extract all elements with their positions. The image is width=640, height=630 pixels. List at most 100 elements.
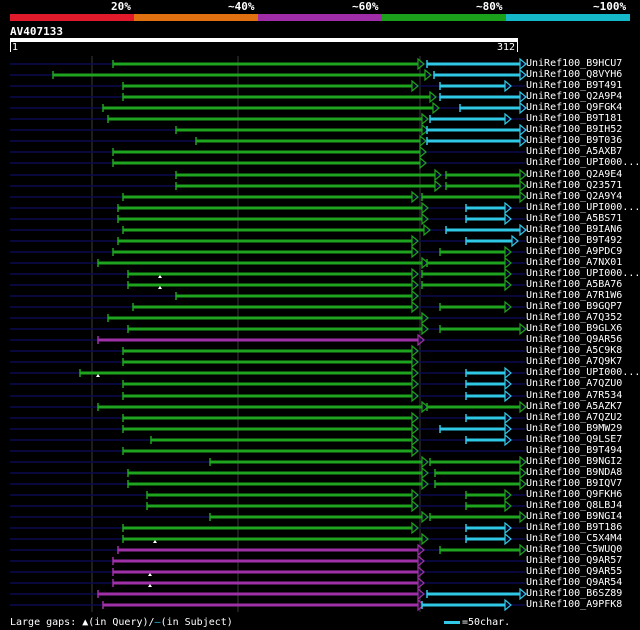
hit-arrowhead [519, 322, 527, 336]
hit-arrowhead [504, 79, 512, 93]
hit-label[interactable]: UniRef100_A9PDC9 [526, 246, 623, 257]
hit-arrowhead [504, 422, 512, 436]
hit-label[interactable]: UniRef100_C5X4M4 [526, 533, 623, 544]
hit-arrowhead [519, 190, 527, 204]
hit-label[interactable]: UniRef100_A7Q352 [526, 312, 623, 323]
hit-arrowhead [411, 411, 419, 425]
hit-label[interactable]: UniRef100_A7QZU0 [526, 378, 623, 389]
query-bar [10, 38, 518, 42]
hit-label[interactable]: UniRef100_A7Q9K7 [526, 356, 623, 367]
hit-arrowhead [504, 245, 512, 259]
hit-arrowhead [504, 433, 512, 447]
hit-arrowhead [424, 68, 432, 82]
hit-label[interactable]: UniRef100_Q2A9Y4 [526, 191, 623, 202]
hit-label[interactable]: UniRef100_A9PFK8 [526, 599, 623, 610]
hit-arrowhead [504, 377, 512, 391]
hit-arrowhead [419, 134, 427, 148]
hit-arrowhead [411, 355, 419, 369]
hit-label[interactable]: UniRef100_B9T492 [526, 235, 623, 246]
hit-label[interactable]: UniRef100_Q9AR55 [526, 566, 623, 577]
hit-label[interactable]: UniRef100_Q2A9P4 [526, 91, 623, 102]
hit-label[interactable]: UniRef100_A7R1W6 [526, 290, 623, 301]
hit-label[interactable]: UniRef100_UPI000... [526, 268, 640, 279]
hit-arrowhead [411, 366, 419, 380]
hit-arrowhead [421, 201, 429, 215]
hit-label[interactable]: UniRef100_Q9AR56 [526, 334, 623, 345]
legend-label: ~100% [593, 0, 627, 13]
hit-arrowhead [411, 289, 419, 303]
hit-label[interactable]: UniRef100_B9T494 [526, 445, 623, 456]
hit-label[interactable]: UniRef100_A7QZU2 [526, 412, 623, 423]
hit-label[interactable]: UniRef100_B6SZ89 [526, 588, 623, 599]
hit-arrowhead [411, 234, 419, 248]
hit-arrowhead [411, 245, 419, 259]
hit-label[interactable]: UniRef100_A7NX01 [526, 257, 623, 268]
hit-label[interactable]: UniRef100_B9IH52 [526, 124, 623, 135]
hit-arrowhead [421, 322, 429, 336]
hit-label[interactable]: UniRef100_B9GLX6 [526, 323, 623, 334]
hit-label[interactable]: UniRef100_B9IAN6 [526, 224, 623, 235]
hit-arrowhead [519, 400, 527, 414]
hit-label[interactable]: UniRef100_B9T186 [526, 522, 623, 533]
hit-label[interactable]: UniRef100_Q8LBJ4 [526, 500, 623, 511]
hit-arrowhead [411, 444, 419, 458]
hit-label[interactable]: UniRef100_B9T181 [526, 113, 623, 124]
hit-label[interactable]: UniRef100_UPI000... [526, 157, 640, 168]
hit-arrowhead [519, 587, 527, 601]
hit-label[interactable]: UniRef100_UPI000... [526, 367, 640, 378]
hit-label[interactable]: UniRef100_Q9FGK4 [526, 102, 623, 113]
hit-label[interactable]: UniRef100_B9NGI2 [526, 456, 623, 467]
hit-label[interactable]: UniRef100_B9NDA8 [526, 467, 623, 478]
hit-arrowhead [411, 300, 419, 314]
hit-label[interactable]: UniRef100_Q2A9E4 [526, 169, 623, 180]
hit-arrowhead [411, 344, 419, 358]
hit-label[interactable]: UniRef100_B9MW29 [526, 423, 623, 434]
legend-segment [382, 14, 506, 21]
hit-arrowhead [519, 466, 527, 480]
hit-label[interactable]: UniRef100_A5AXB7 [526, 146, 623, 157]
hit-label[interactable]: UniRef100_Q9LSE7 [526, 434, 623, 445]
query-end-tick [517, 42, 518, 52]
hit-arrowhead [411, 422, 419, 436]
hit-label[interactable]: UniRef100_A5C9K8 [526, 345, 623, 356]
query-gap-marker [158, 275, 162, 278]
hit-arrowhead [419, 145, 427, 159]
query-start-label: 1 [12, 42, 19, 53]
hit-arrowhead [504, 267, 512, 281]
hit-label[interactable]: UniRef100_B9T491 [526, 80, 623, 91]
hit-label[interactable]: UniRef100_B9GQP7 [526, 301, 623, 312]
hit-label[interactable]: UniRef100_Q9AR54 [526, 577, 623, 588]
hit-arrowhead [519, 90, 527, 104]
hit-arrowhead [519, 455, 527, 469]
hit-label[interactable]: UniRef100_A5AZK7 [526, 401, 623, 412]
hit-label[interactable]: UniRef100_UPI000... [526, 202, 640, 213]
hit-label[interactable]: UniRef100_Q23571 [526, 180, 623, 191]
hit-label[interactable]: UniRef100_Q8VYH6 [526, 69, 623, 80]
hit-label[interactable]: UniRef100_C5WUQ0 [526, 544, 623, 555]
hit-label[interactable]: UniRef100_A5BA76 [526, 279, 623, 290]
query-gap-marker [148, 573, 152, 576]
query-gap-marker [96, 374, 100, 377]
hit-label[interactable]: UniRef100_B9T036 [526, 135, 623, 146]
hit-label[interactable]: UniRef100_A7R534 [526, 390, 623, 401]
hit-label[interactable]: UniRef100_B9HCU7 [526, 58, 623, 69]
hit-arrowhead [519, 57, 527, 71]
hit-arrowhead [429, 90, 437, 104]
hit-label[interactable]: UniRef100_A5BS71 [526, 213, 623, 224]
hit-label[interactable]: UniRef100_Q9AR57 [526, 555, 623, 566]
scale-label: =50char. [462, 617, 511, 628]
legend-segment [258, 14, 382, 21]
hit-label[interactable]: UniRef100_B9IQV7 [526, 478, 623, 489]
hit-label[interactable]: UniRef100_Q9FKH6 [526, 489, 623, 500]
hit-arrowhead [519, 477, 527, 491]
hit-arrowhead [411, 499, 419, 513]
footer-scale: =50char. [444, 617, 510, 629]
hit-arrowhead [417, 598, 425, 612]
hit-arrowhead [519, 543, 527, 557]
hit-arrowhead [411, 267, 419, 281]
hit-arrowhead [417, 565, 425, 579]
hit-arrowhead [504, 112, 512, 126]
hit-label[interactable]: UniRef100_B9NGI4 [526, 511, 623, 522]
hit-arrowhead [519, 123, 527, 137]
